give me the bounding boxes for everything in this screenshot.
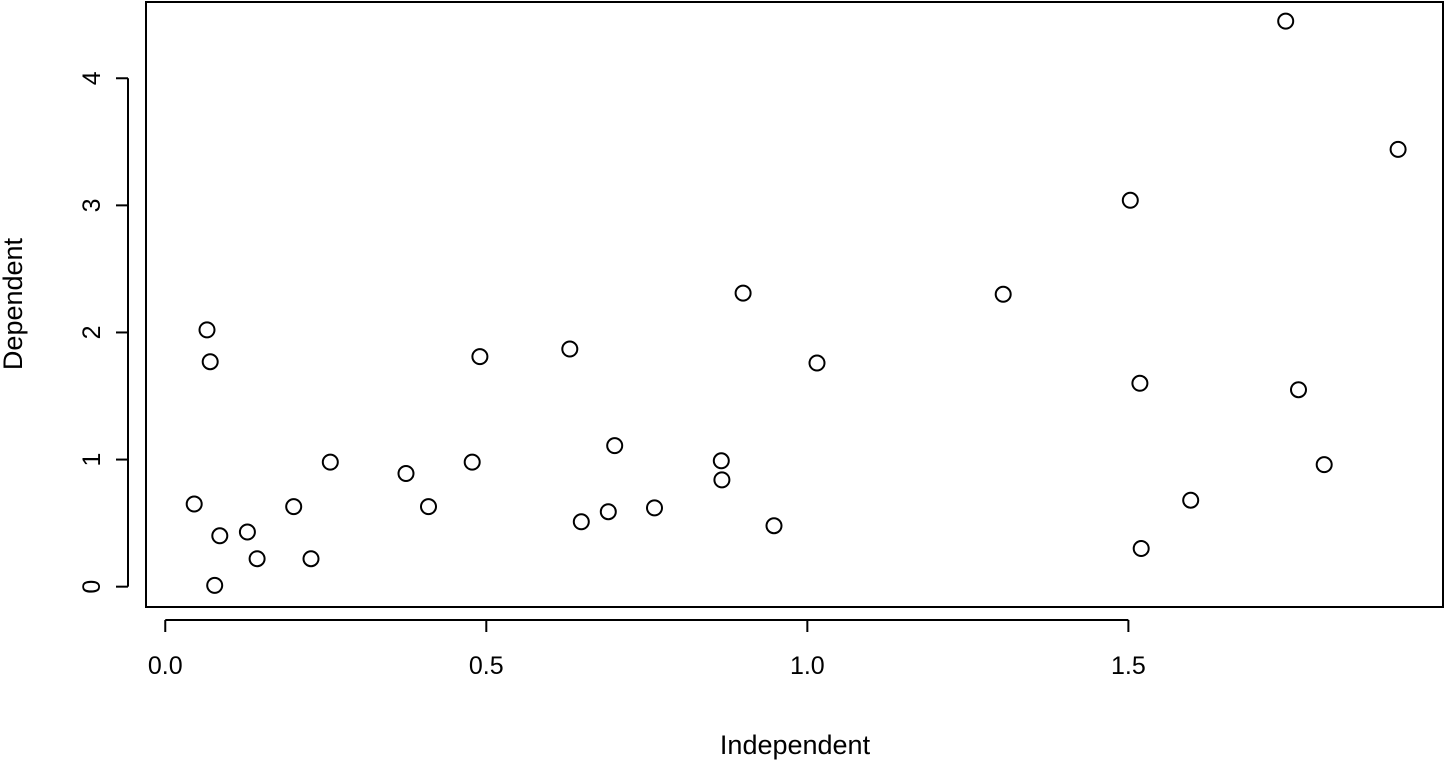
- y-tick-label: 4: [78, 71, 106, 85]
- data-point: [321, 453, 339, 471]
- data-point: [397, 465, 415, 482]
- data-point: [712, 452, 730, 470]
- y-tick-label: 1: [78, 453, 106, 467]
- data-point: [248, 550, 266, 568]
- data-point: [994, 285, 1012, 303]
- data-point: [206, 576, 224, 594]
- data-point: [185, 495, 203, 513]
- data-point: [646, 499, 663, 517]
- data-point: [201, 353, 219, 371]
- data-point: [1131, 374, 1149, 392]
- x-axis: 0.0 0.5 1.0 1.5: [148, 619, 1146, 680]
- data-point: [1132, 540, 1150, 557]
- data-point: [1315, 456, 1333, 474]
- data-point: [211, 527, 229, 545]
- y-axis-label: Dependent: [0, 237, 28, 370]
- data-point: [471, 348, 489, 366]
- x-tick-label: 0.0: [148, 652, 183, 680]
- data-point: [463, 453, 481, 471]
- x-tick-label: 1.0: [790, 652, 825, 680]
- y-axis: 0 1 2 3 4: [78, 71, 129, 594]
- data-point: [198, 321, 216, 339]
- data-point: [713, 471, 731, 489]
- y-tick-label: 0: [78, 580, 106, 594]
- y-tick-label: 3: [78, 198, 106, 212]
- data-point: [599, 503, 617, 521]
- data-point: [1290, 381, 1307, 399]
- data-point: [1389, 140, 1407, 158]
- data-point: [808, 354, 826, 372]
- data-point: [606, 437, 624, 455]
- data-point: [765, 517, 783, 535]
- data-point: [561, 340, 579, 358]
- data-point: [420, 498, 437, 516]
- y-tick-label: 2: [78, 326, 106, 340]
- data-point: [572, 513, 590, 531]
- data-point: [238, 523, 256, 541]
- points-layer: [185, 12, 1407, 594]
- x-tick-label: 1.5: [1111, 652, 1146, 680]
- data-point: [285, 498, 303, 516]
- x-axis-label: Independent: [720, 730, 871, 760]
- data-point: [302, 550, 320, 568]
- data-point: [1121, 191, 1139, 209]
- data-point: [734, 284, 752, 302]
- plot-frame: [145, 1, 1444, 608]
- data-point: [1182, 491, 1200, 509]
- data-point: [1277, 12, 1295, 30]
- x-tick-label: 0.5: [469, 652, 504, 680]
